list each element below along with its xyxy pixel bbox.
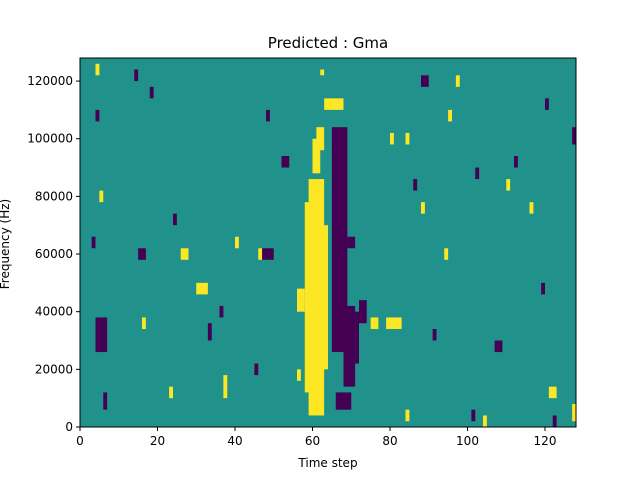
heatmap-cell-low xyxy=(347,236,356,249)
x-tick-label: 80 xyxy=(382,434,397,448)
heatmap-cell-high xyxy=(405,132,410,145)
heatmap-cell-low xyxy=(173,213,177,226)
heatmap-cell-low xyxy=(343,305,356,387)
heatmap-cell-low xyxy=(95,317,108,353)
heatmap-cell-high xyxy=(196,282,208,295)
y-tick-label: 80000 xyxy=(35,189,73,203)
heatmap-cell-high xyxy=(169,386,173,399)
heatmap-cell-low xyxy=(413,179,418,191)
heatmap-cell-high xyxy=(297,369,301,381)
heatmap-cell-high xyxy=(405,409,410,422)
heatmap-cell-low xyxy=(134,69,139,82)
heatmap-cell-high xyxy=(142,317,146,329)
heatmap-cell-low xyxy=(494,340,503,353)
y-tick-label: 100000 xyxy=(27,132,73,146)
heatmap-cell-low xyxy=(541,282,545,295)
heatmap-cell-high xyxy=(455,75,460,87)
heatmap-cell-high xyxy=(223,375,228,399)
heatmap-cell-low xyxy=(432,328,437,341)
heatmap-cell-high xyxy=(529,202,534,214)
heatmap-cell-high xyxy=(320,225,328,370)
heatmap-cell-high xyxy=(304,202,313,393)
y-tick-label: 0 xyxy=(65,420,73,434)
heatmap-cell-low xyxy=(355,311,359,364)
heatmap-cell-low xyxy=(266,109,270,122)
heatmap-cell-high xyxy=(483,415,487,427)
heatmap-cell-high xyxy=(95,63,100,76)
heatmap-cell-low xyxy=(207,323,212,341)
heatmap-cell-low xyxy=(138,248,146,260)
heatmap-cell-high xyxy=(324,98,344,110)
heatmap-cell-high xyxy=(386,317,402,329)
heatmap-cell-low xyxy=(552,415,557,427)
heatmap-cell-low xyxy=(514,156,518,168)
heatmap-cell-high xyxy=(572,403,576,422)
heatmap-cell-high xyxy=(506,179,511,191)
heatmap-cell-high xyxy=(180,248,189,260)
x-tick-label: 120 xyxy=(534,434,557,448)
y-tick-label: 20000 xyxy=(35,362,73,376)
y-tick-label: 40000 xyxy=(35,305,73,319)
x-tick-label: 40 xyxy=(227,434,242,448)
heatmap-cells xyxy=(91,63,576,427)
heatmap-cell-low xyxy=(254,363,259,376)
heatmap-cell-low xyxy=(331,127,348,353)
y-axis-label: Frequency (Hz) xyxy=(0,199,12,290)
x-axis-label: Time step xyxy=(297,456,357,470)
heatmap-cell-low xyxy=(281,156,290,168)
heatmap-cell-low xyxy=(91,236,96,249)
heatmap-cell-high xyxy=(390,132,394,145)
y-tick-label: 60000 xyxy=(35,247,73,261)
heatmap-cell-low xyxy=(421,75,429,87)
heatmap-cell-high xyxy=(444,248,449,260)
x-axis: 0 20 40 60 80 100 120 xyxy=(76,427,556,448)
heatmap-cell-high xyxy=(448,109,452,122)
heatmap-cell-low xyxy=(335,392,352,410)
heatmap-cell-high xyxy=(312,138,321,174)
plot-area xyxy=(79,57,577,428)
x-tick-label: 100 xyxy=(456,434,479,448)
heatmap-cell-low xyxy=(103,392,108,410)
heatmap-cell-low xyxy=(572,127,576,145)
x-tick-label: 20 xyxy=(150,434,165,448)
heatmap-cell-high xyxy=(421,202,425,214)
heatmap-cell-low xyxy=(475,167,480,180)
heatmap-cell-high xyxy=(258,248,263,260)
plot-frame xyxy=(79,57,577,428)
heatmap-cell-low xyxy=(262,248,274,260)
heatmap-cell-high xyxy=(320,69,325,76)
heatmap-cell-low xyxy=(471,409,476,422)
heatmap-cell-low xyxy=(219,305,224,318)
x-tick-label: 0 xyxy=(76,434,84,448)
chart-title: Predicted : Gma xyxy=(268,34,388,52)
y-tick-label: 120000 xyxy=(27,74,73,88)
heatmap-cell-high xyxy=(548,386,557,399)
heatmap-cell-low xyxy=(95,109,100,122)
heatmap-cell-high xyxy=(370,317,379,329)
heatmap-cell-high xyxy=(235,236,239,249)
heatmap-cell-high xyxy=(99,190,104,203)
heatmap-cell-low xyxy=(149,86,154,99)
heatmap-cell-high xyxy=(297,288,305,312)
y-axis: 0 20000 40000 60000 80000 100000 120000 xyxy=(27,74,80,434)
heatmap-cell-low xyxy=(359,300,367,324)
heatmap-cell-low xyxy=(545,98,549,110)
x-tick-label: 60 xyxy=(305,434,320,448)
